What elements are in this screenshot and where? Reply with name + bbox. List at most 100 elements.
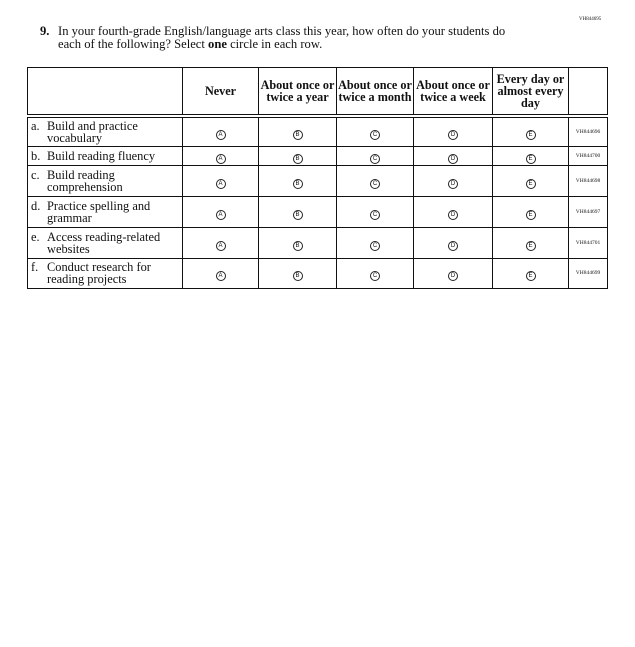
response-bubble[interactable]: A — [215, 153, 226, 164]
row-text: Conduct research for reading projects — [47, 260, 151, 286]
response-cell: E — [492, 195, 569, 228]
response-bubble[interactable]: E — [525, 129, 536, 140]
response-bubble[interactable]: D — [448, 209, 458, 220]
response-bubble[interactable]: A — [215, 129, 226, 140]
response-bubble[interactable]: A — [215, 271, 226, 281]
question-prompt: 9. In your fourth-grade English/language… — [40, 25, 520, 51]
row-code: VH844700 — [568, 145, 608, 166]
question-text-part: circle in each row. — [226, 37, 323, 51]
response-cell: A — [182, 257, 259, 289]
response-bubble[interactable]: E — [525, 271, 536, 281]
response-cell: E — [492, 164, 569, 197]
response-cell: A — [182, 164, 259, 197]
response-bubble[interactable]: A — [215, 209, 226, 220]
response-cell: C — [336, 115, 414, 147]
response-cell: A — [182, 145, 259, 166]
response-cell: E — [492, 226, 569, 259]
row-text: Practice spelling and grammar — [47, 198, 151, 225]
response-cell: B — [258, 145, 337, 166]
row-code: VH844697 — [568, 195, 608, 228]
response-bubble[interactable]: E — [525, 209, 536, 220]
row-letter: f. — [31, 260, 39, 274]
response-cell: C — [336, 257, 414, 289]
response-bubble[interactable]: A — [215, 178, 226, 189]
row-text: Build reading comprehension — [47, 167, 123, 194]
header-blank — [568, 67, 608, 118]
response-cell: A — [182, 195, 259, 228]
question-code: VH844695 — [579, 17, 602, 22]
response-bubble[interactable]: C — [370, 240, 380, 251]
question-text: In your fourth-grade English/language ar… — [58, 25, 520, 51]
response-bubble[interactable]: D — [448, 178, 458, 189]
column-header: About once or twice a month — [336, 67, 414, 118]
response-bubble[interactable]: A — [215, 240, 226, 251]
column-header: About once or twice a week — [413, 67, 493, 118]
row-letter: e. — [31, 229, 40, 244]
response-cell: D — [413, 164, 493, 197]
response-cell: C — [336, 145, 414, 166]
response-grid: Never About once or twice a year About o… — [27, 67, 608, 289]
response-bubble[interactable]: B — [292, 271, 303, 281]
question-number: 9. — [40, 24, 50, 38]
response-bubble[interactable]: C — [370, 129, 380, 140]
response-cell: D — [413, 115, 493, 147]
response-bubble[interactable]: E — [525, 240, 536, 251]
response-bubble[interactable]: D — [448, 153, 458, 164]
response-cell: C — [336, 226, 414, 259]
response-cell: B — [258, 226, 337, 259]
row-label: e. Access reading-related websites — [27, 226, 183, 259]
response-cell: D — [413, 226, 493, 259]
row-code: VH844698 — [568, 164, 608, 197]
response-bubble[interactable]: D — [448, 271, 458, 281]
row-letter: c. — [31, 167, 40, 182]
response-bubble[interactable]: B — [292, 129, 303, 140]
response-cell: C — [336, 164, 414, 197]
response-bubble[interactable]: C — [370, 209, 380, 220]
row-letter: b. — [31, 148, 41, 163]
question-text-part: In your fourth-grade English/language ar… — [58, 24, 506, 51]
header-blank — [27, 67, 183, 118]
table-row: c. Build reading comprehension A B C D E VH8446… — [27, 164, 608, 197]
response-cell: B — [258, 257, 337, 289]
response-bubble[interactable]: B — [292, 209, 303, 220]
row-letter: d. — [31, 198, 41, 213]
response-bubble[interactable]: D — [448, 240, 458, 251]
header-row: Never About once or twice a year About o… — [27, 67, 608, 118]
row-code: VH844696 — [568, 115, 608, 147]
row-code: VH844699 — [568, 257, 608, 289]
response-bubble[interactable]: C — [370, 178, 380, 189]
response-bubble[interactable]: B — [292, 153, 303, 164]
row-text: Build and practice vocabulary — [47, 118, 138, 145]
row-label: c. Build reading comprehension — [27, 164, 183, 197]
row-text: Build reading fluency — [47, 148, 156, 163]
row-label: f. Conduct research for reading projects — [27, 257, 183, 289]
response-cell: B — [258, 195, 337, 228]
response-cell: D — [413, 145, 493, 166]
response-cell: D — [413, 195, 493, 228]
response-bubble[interactable]: B — [292, 240, 303, 251]
response-cell: E — [492, 257, 569, 289]
row-label: d. Practice spelling and grammar — [27, 195, 183, 228]
row-label: b. Build reading fluency — [27, 145, 183, 166]
table-row: a. Build and practice vocabulary A B C D E VH84… — [27, 115, 608, 147]
table-row: f. Conduct research for reading projects A… — [27, 257, 608, 289]
column-header: Every day or almost every day — [492, 67, 569, 118]
response-cell: D — [413, 257, 493, 289]
response-bubble[interactable]: C — [370, 153, 380, 164]
response-cell: E — [492, 115, 569, 147]
response-bubble[interactable]: E — [525, 153, 536, 164]
response-cell: B — [258, 164, 337, 197]
response-bubble[interactable]: E — [525, 178, 536, 189]
table-row: e. Access reading-related websites A B C D E VH… — [27, 226, 608, 259]
response-cell: A — [182, 226, 259, 259]
column-header: Never — [182, 67, 259, 118]
row-text: Access reading-related websites — [47, 229, 161, 256]
response-bubble[interactable]: C — [370, 271, 380, 281]
table-row: d. Practice spelling and grammar A B C D E VH84… — [27, 195, 608, 228]
response-bubble[interactable]: D — [448, 129, 458, 140]
response-cell: E — [492, 145, 569, 166]
column-header: About once or twice a year — [258, 67, 337, 118]
row-label: a. Build and practice vocabulary — [27, 115, 183, 147]
response-bubble[interactable]: B — [292, 178, 303, 189]
